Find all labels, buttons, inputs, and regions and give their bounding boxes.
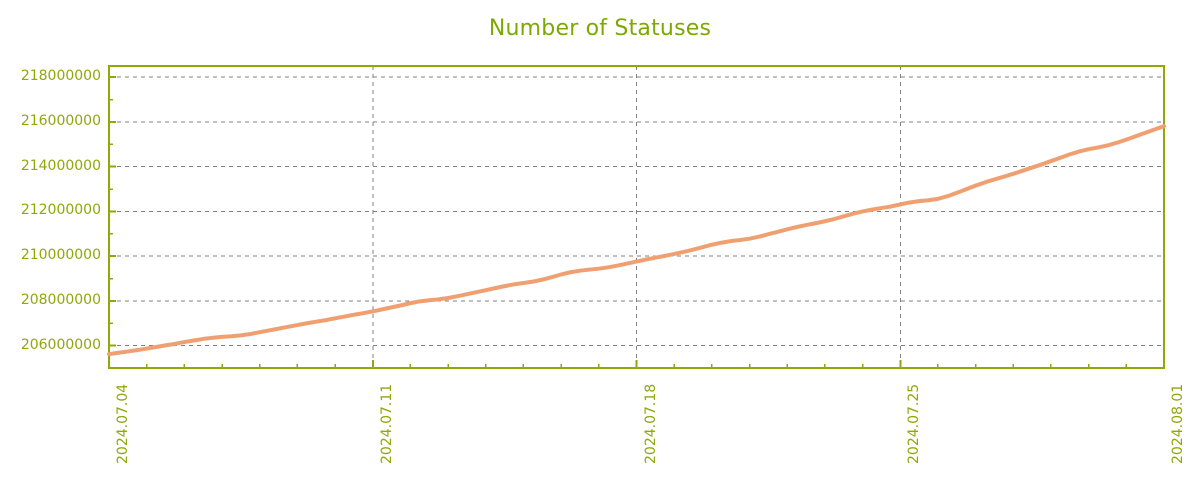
x-gridlines — [108, 66, 1165, 368]
x-axis-ticks — [108, 360, 1165, 368]
y-axis-tick-label: 210000000 — [20, 247, 101, 264]
y-axis-tick-label: 214000000 — [20, 157, 101, 174]
y-axis-ticks — [109, 76, 116, 347]
x-axis-tick-label: 2024.07.18 — [642, 383, 659, 464]
x-axis-tick-label: 2024.07.04 — [115, 383, 131, 464]
y-axis-tick-label: 206000000 — [20, 336, 101, 353]
x-axis-tick-label: 2024.07.25 — [906, 383, 923, 464]
x-axis-tick-label: 2024.08.01 — [1170, 383, 1186, 464]
data-series-line — [107, 124, 1166, 357]
y-axis-tick-label: 216000000 — [20, 112, 101, 129]
x-axis-tick-label: 2024.07.11 — [378, 383, 395, 464]
chart-title: Number of Statuses — [488, 16, 712, 41]
axis-frame — [108, 65, 1165, 369]
y-axis-tick-label: 212000000 — [20, 202, 101, 219]
y-axis-tick-label: 208000000 — [20, 291, 101, 308]
y-axis-tick-label: 218000000 — [20, 68, 101, 85]
